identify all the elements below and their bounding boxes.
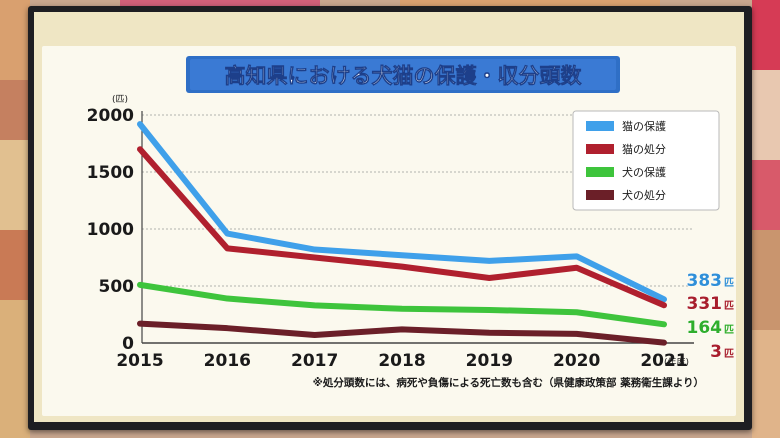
x-tick-label: 2020 (553, 351, 600, 371)
end-unit-label: 匹 (724, 324, 734, 336)
grid-lines (141, 111, 694, 344)
chart-panel (42, 46, 736, 416)
y-tick-label: 1000 (87, 220, 134, 240)
series-lines (137, 121, 667, 346)
legend-label: 犬の処分 (622, 188, 666, 202)
end-value-label: 331 (687, 294, 723, 314)
y-tick-label: 0 (122, 334, 134, 354)
x-tick-label: 2018 (378, 351, 425, 371)
legend-label: 猫の処分 (622, 143, 666, 156)
legend-swatch (586, 190, 614, 200)
y-axis-unit: (匹) (112, 94, 128, 105)
y-tick-label: 2000 (87, 106, 134, 126)
chart-title: 高知県における犬猫の保護・収分頭数 (225, 64, 583, 88)
legend-label: 犬の保護 (622, 165, 666, 179)
x-tick-labels: 2015 2016 2017 2018 2019 2020 2021 (116, 351, 687, 371)
title-group: 高知県における犬猫の保護・収分頭数 (186, 56, 620, 93)
y-tick-label: 500 (99, 277, 135, 297)
end-value-label: 164 (687, 318, 723, 338)
x-tick-label: 2019 (466, 351, 513, 371)
end-unit-label: 匹 (724, 277, 734, 289)
title-band-inner (190, 59, 616, 90)
end-value-label: 3 (710, 342, 722, 362)
x-tick-label: 2021 (640, 351, 687, 371)
x-tick-label: 2015 (116, 351, 163, 371)
end-unit-label: 匹 (724, 348, 734, 360)
legend-swatch (586, 121, 614, 131)
chart-screen: 高知県における犬猫の保護・収分頭数 (匹) (年度) 0 500 1000 1500 2… (34, 12, 744, 422)
legend-swatch (586, 144, 614, 154)
end-value-label: 383 (687, 271, 723, 291)
end-unit-label: 匹 (724, 300, 734, 312)
footnote: ※処分頭数には、病死や負傷による死亡数も含む（県健康政策部 薬務衛生課より） (313, 376, 704, 389)
x-tick-label: 2016 (204, 351, 251, 371)
y-tick-labels: 0 500 1000 1500 2000 (87, 106, 134, 354)
legend-label: 猫の保護 (622, 119, 666, 133)
x-axis-unit: (年度) (664, 356, 689, 368)
chart-svg: 高知県における犬猫の保護・収分頭数 (匹) (年度) 0 500 1000 1500 2… (34, 12, 744, 422)
y-tick-label: 1500 (87, 163, 134, 183)
x-tick-label: 2017 (291, 351, 338, 371)
legend-swatch (586, 167, 614, 177)
legend-box (572, 110, 720, 211)
